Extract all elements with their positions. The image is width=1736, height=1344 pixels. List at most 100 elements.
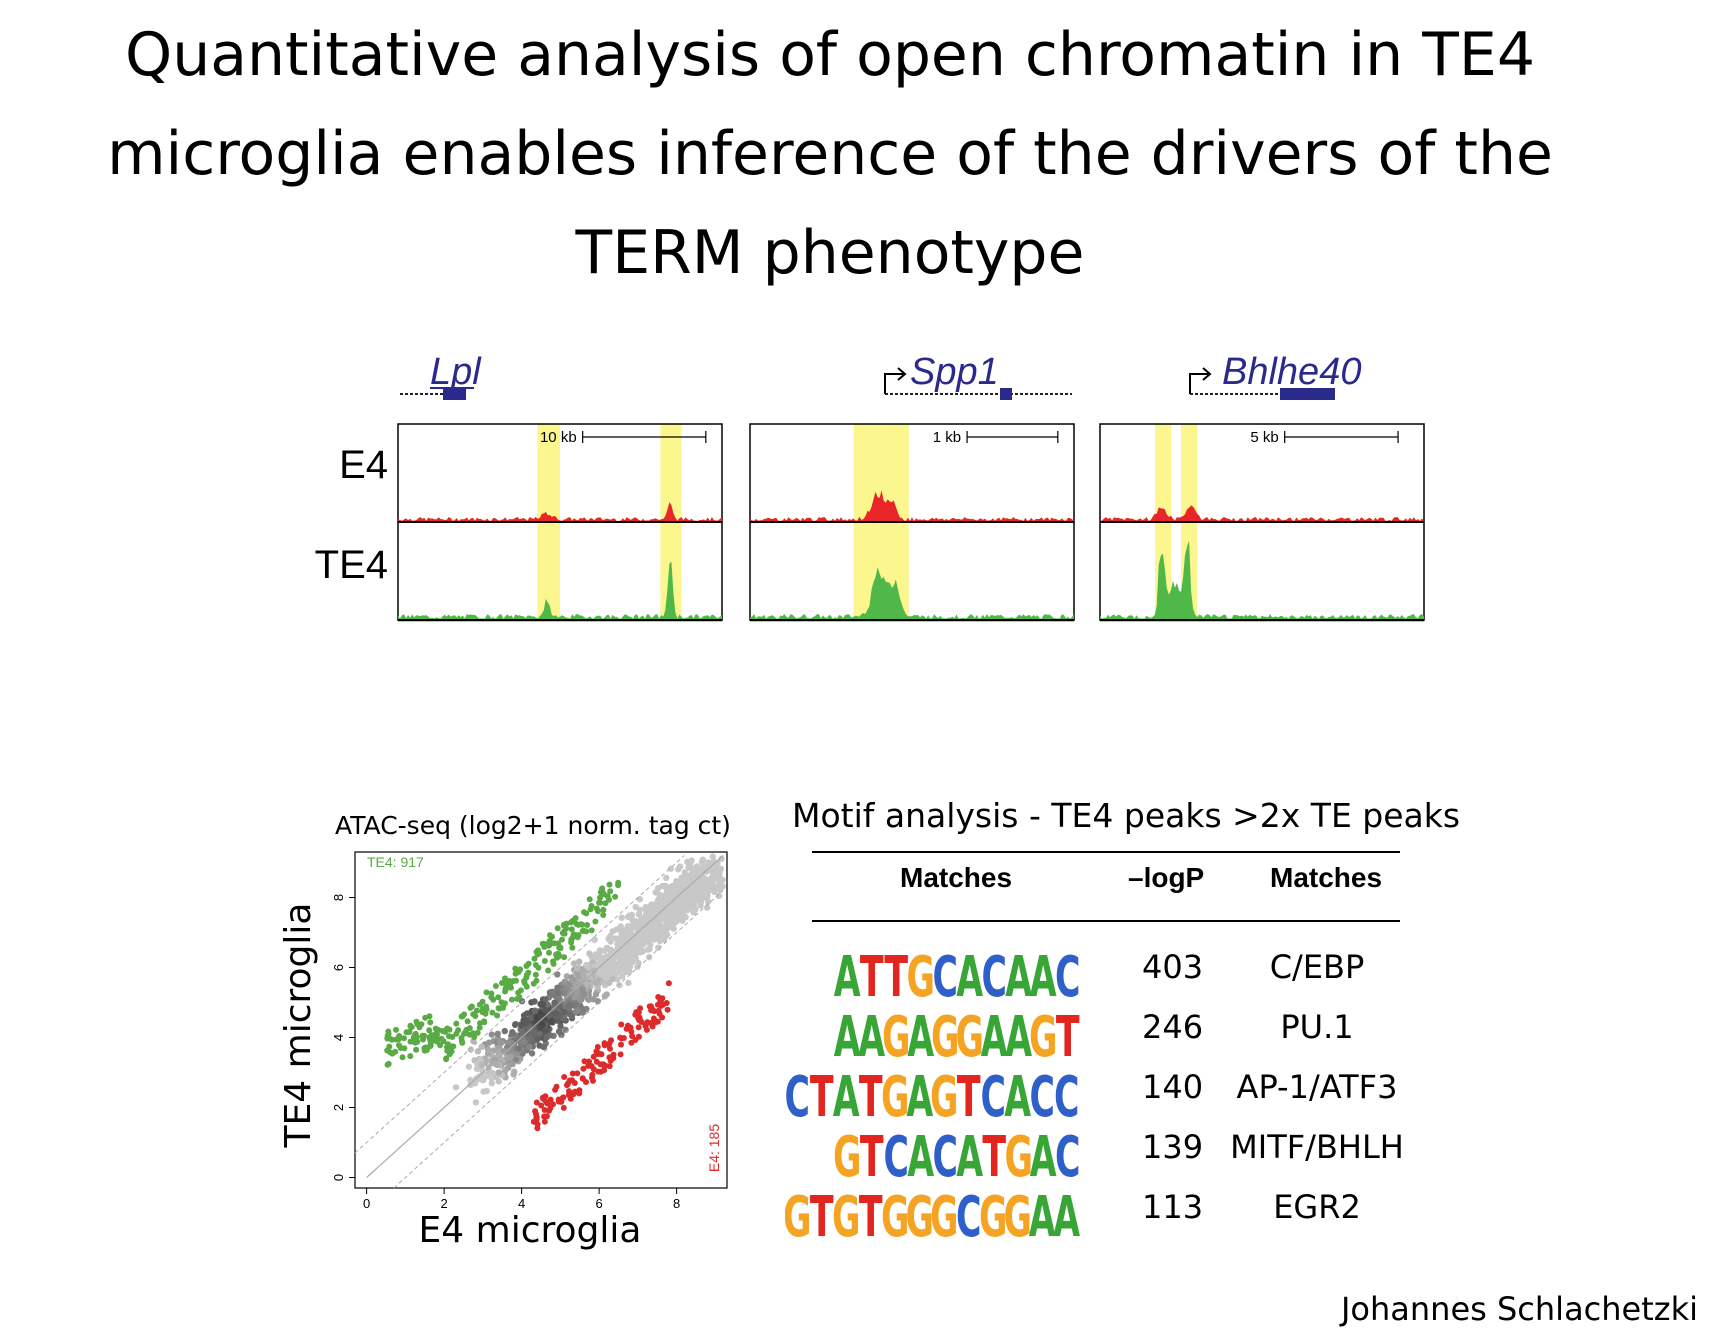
logo-base: G	[785, 1184, 811, 1240]
data-point	[427, 1040, 434, 1047]
data-point	[550, 960, 557, 967]
data-point	[618, 1021, 625, 1028]
data-point	[595, 908, 601, 915]
scale-bar-label: 1 kb	[933, 429, 961, 446]
logo-base: C	[981, 1064, 1006, 1120]
data-point	[614, 976, 621, 983]
data-point	[626, 923, 634, 930]
data-point	[661, 883, 668, 890]
data-point	[633, 1009, 640, 1016]
logo-base: C	[1055, 1124, 1080, 1180]
logo-base: G	[930, 1184, 958, 1240]
data-point	[606, 881, 613, 888]
gene-name-label: Lpl	[430, 351, 482, 393]
data-point	[664, 904, 671, 911]
logo-base: G	[979, 1184, 1007, 1240]
data-point	[692, 886, 700, 893]
data-point	[638, 932, 645, 939]
data-point	[681, 869, 688, 876]
data-point	[533, 1114, 540, 1121]
scale-bar	[966, 431, 1059, 443]
tss-arrow-icon	[1189, 367, 1212, 394]
data-point	[601, 1042, 608, 1049]
logo-base: G	[1004, 1184, 1032, 1240]
data-point	[533, 948, 540, 955]
data-point	[587, 906, 594, 913]
logo-base: A	[956, 1124, 983, 1180]
logo-base: T	[859, 1184, 883, 1240]
data-point	[633, 949, 641, 956]
data-point	[473, 1065, 481, 1073]
logo-base: T	[1056, 1004, 1080, 1060]
motif-logp: 139	[1142, 1128, 1204, 1166]
series-te4-points	[384, 879, 622, 1068]
data-point	[581, 1058, 588, 1065]
data-point	[450, 1043, 457, 1050]
data-point	[420, 1036, 426, 1043]
data-point	[650, 901, 658, 908]
data-point	[590, 967, 598, 974]
data-point	[517, 966, 524, 973]
data-point	[551, 999, 558, 1006]
data-point	[510, 1071, 517, 1078]
data-point	[628, 911, 635, 919]
data-point	[499, 980, 505, 986]
data-point	[580, 971, 587, 979]
data-point	[520, 1030, 527, 1037]
track-row-label-te4: TE4	[315, 543, 388, 587]
logo-base: C	[933, 1124, 958, 1180]
data-point	[407, 1053, 414, 1060]
data-point	[663, 1000, 670, 1006]
logo-base: A	[1029, 1184, 1056, 1240]
data-point	[625, 979, 632, 987]
y-tick-label: 6	[331, 964, 346, 971]
data-point	[525, 1043, 533, 1050]
logo-base: C	[1054, 1064, 1079, 1120]
logo-base: C	[982, 944, 1007, 1000]
series-e4-points	[530, 980, 672, 1132]
data-point	[567, 1095, 574, 1102]
data-point	[655, 944, 662, 951]
data-point	[495, 1078, 502, 1085]
logo-base: T	[957, 1064, 981, 1120]
data-point	[660, 936, 668, 943]
data-point	[606, 1063, 613, 1070]
data-point	[605, 971, 613, 978]
data-point	[561, 954, 568, 961]
logo-base: C	[884, 1124, 909, 1180]
data-point	[616, 981, 623, 989]
data-point	[603, 991, 610, 998]
data-point	[632, 941, 639, 948]
data-point	[597, 1061, 604, 1068]
data-point	[495, 1005, 502, 1012]
data-point	[591, 936, 598, 943]
data-point	[618, 914, 625, 921]
logo-base: T	[810, 1184, 834, 1240]
logo-base: G	[930, 1064, 958, 1120]
data-point	[646, 946, 653, 953]
data-point	[569, 944, 576, 951]
logo-base: A	[1005, 1004, 1032, 1060]
data-point	[515, 989, 522, 996]
data-point	[446, 1051, 453, 1058]
logo-base: G	[907, 944, 935, 1000]
data-point	[557, 1023, 564, 1030]
data-point	[571, 1080, 578, 1086]
data-point	[494, 1012, 501, 1019]
data-point	[675, 906, 683, 914]
data-point	[396, 1042, 402, 1049]
data-point	[389, 1036, 395, 1043]
slide-title-line-1: Quantitative analysis of open chromatin …	[124, 20, 1536, 90]
data-point	[479, 1009, 486, 1015]
data-point	[713, 883, 720, 891]
data-point	[596, 899, 603, 906]
data-point	[526, 1035, 534, 1043]
data-point	[574, 1070, 581, 1077]
data-point	[665, 924, 672, 931]
data-point	[426, 1034, 433, 1041]
data-point	[600, 979, 607, 986]
data-point	[462, 1029, 469, 1036]
data-point	[565, 981, 573, 989]
